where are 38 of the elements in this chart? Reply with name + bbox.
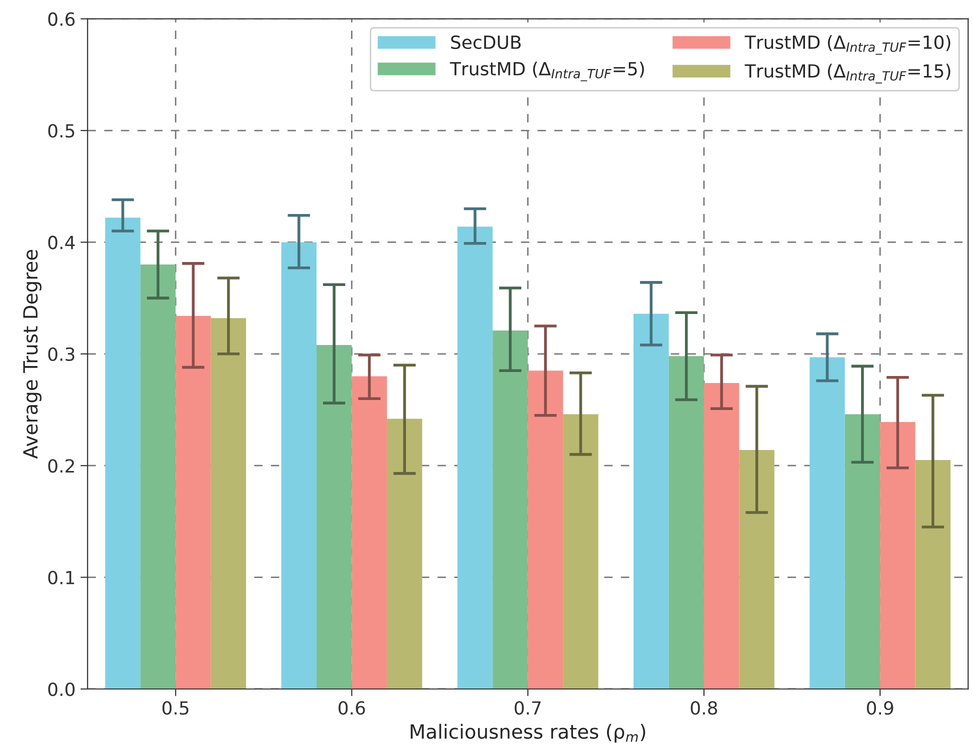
bar [281,242,317,689]
y-tick-label: 0.3 [48,347,74,362]
bar [210,318,246,689]
bar [386,418,422,689]
bar [634,314,669,689]
legend-label: TrustMD (Δ$_{Intra_TUF}$=5) [450,62,644,82]
bar [739,450,774,689]
bar [810,357,845,689]
bar [704,382,740,689]
bar [880,422,916,689]
y-tick-label: 0.6 [48,12,75,26]
bar [352,376,387,689]
x-tick-label: 0.7 [514,701,541,715]
bar [528,370,564,689]
bar [105,218,140,689]
y-tick-label: 0.0 [48,682,75,696]
y-tick-label: 0.2 [48,459,74,473]
x-tick-label: 0.8 [690,701,718,715]
y-tick-label: 0.1 [48,570,74,584]
bar [563,414,598,689]
bar [492,330,528,689]
bar [140,264,176,689]
bar [457,226,493,689]
y-axis-title: Average Trust Degree [23,250,42,459]
bar [844,414,880,689]
legend-label: TrustMD (Δ$_{Intra_TUF}$=15) [744,64,950,84]
y-tick-label: 0.5 [48,124,74,138]
x-tick-label: 0.9 [866,701,894,715]
bar [176,316,211,689]
y-tick-label: 0.4 [48,236,75,250]
legend-label: TrustMD (Δ$_{Intra_TUF}$=10) [744,35,950,55]
x-axis-title: Maliciousness rates (ρ$_{m}$) [410,724,646,743]
x-tick-label: 0.5 [162,701,188,715]
x-tick-label: 0.6 [338,701,365,715]
bar [316,344,352,689]
bar [915,460,951,689]
legend-label: SecDUB [451,35,521,50]
bar [668,356,704,689]
